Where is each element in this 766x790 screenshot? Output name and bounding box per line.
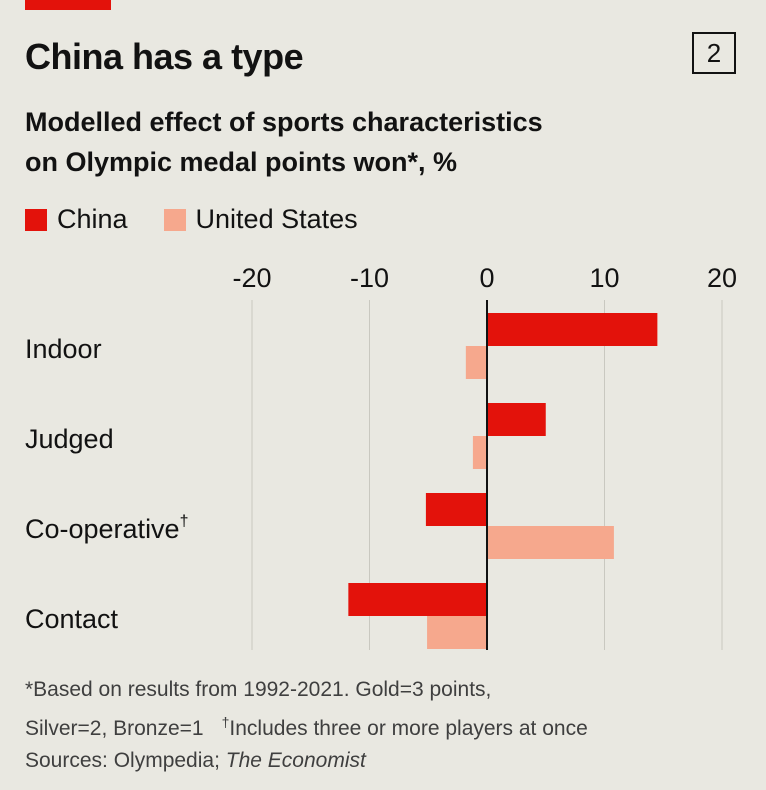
chart-subtitle: Modelled effect of sports characteristic… xyxy=(25,102,725,182)
x-tick-label: 0 xyxy=(479,263,494,293)
footnotes: *Based on results from 1992-2021. Gold=3… xyxy=(25,674,755,777)
bar-united-states xyxy=(427,616,487,649)
legend-swatch-united-states xyxy=(163,208,186,231)
footnote-line-2: Silver=2, Bronze=1 †Includes three or mor… xyxy=(25,706,755,745)
sources-line: Sources: Olympedia; The Economist xyxy=(25,745,755,777)
category-label: Contact xyxy=(25,604,119,634)
legend: China United States xyxy=(25,204,394,235)
bar-united-states xyxy=(465,346,487,379)
subtitle-line-1: Modelled effect of sports characteristic… xyxy=(25,107,543,137)
bar-china xyxy=(425,493,487,526)
category-label: Co-operative† xyxy=(25,513,188,544)
bar-united-states xyxy=(487,526,614,559)
sources-prefix: Sources: Olympedia; xyxy=(25,749,226,772)
brand-tag xyxy=(25,0,111,10)
bar-china xyxy=(487,403,546,436)
footnote-cooperative: Includes three or more players at once xyxy=(229,717,588,740)
x-tick-label: -10 xyxy=(350,263,389,293)
legend-item-united-states: United States xyxy=(163,204,358,235)
x-tick-label: 20 xyxy=(707,263,737,293)
bar-united-states xyxy=(472,436,487,469)
category-label: Indoor xyxy=(25,334,102,364)
bar-china xyxy=(487,313,658,346)
legend-item-china: China xyxy=(25,204,128,235)
dagger-mark: † xyxy=(221,714,230,730)
category-label: Judged xyxy=(25,424,114,454)
bar-china xyxy=(348,583,487,616)
legend-label-china: China xyxy=(57,204,128,234)
sources-publication: The Economist xyxy=(225,749,366,772)
legend-label-united-states: United States xyxy=(195,204,358,234)
x-tick-label: 10 xyxy=(589,263,619,293)
legend-swatch-china xyxy=(25,208,47,231)
bar-chart: -20 -10 0 10 20 Indoor Judged Co-operative† Cont… xyxy=(25,263,737,650)
footnote-line-1: *Based on results from 1992-2021. Gold=3… xyxy=(25,678,492,701)
chart-title: China has a type xyxy=(25,36,304,77)
footnote-medal-values: Silver=2, Bronze=1 xyxy=(25,717,204,740)
chart-number-badge: 2 xyxy=(692,32,736,74)
subtitle-line-2: on Olympic medal points won*, % xyxy=(25,147,458,177)
x-tick-label: -20 xyxy=(232,263,271,293)
